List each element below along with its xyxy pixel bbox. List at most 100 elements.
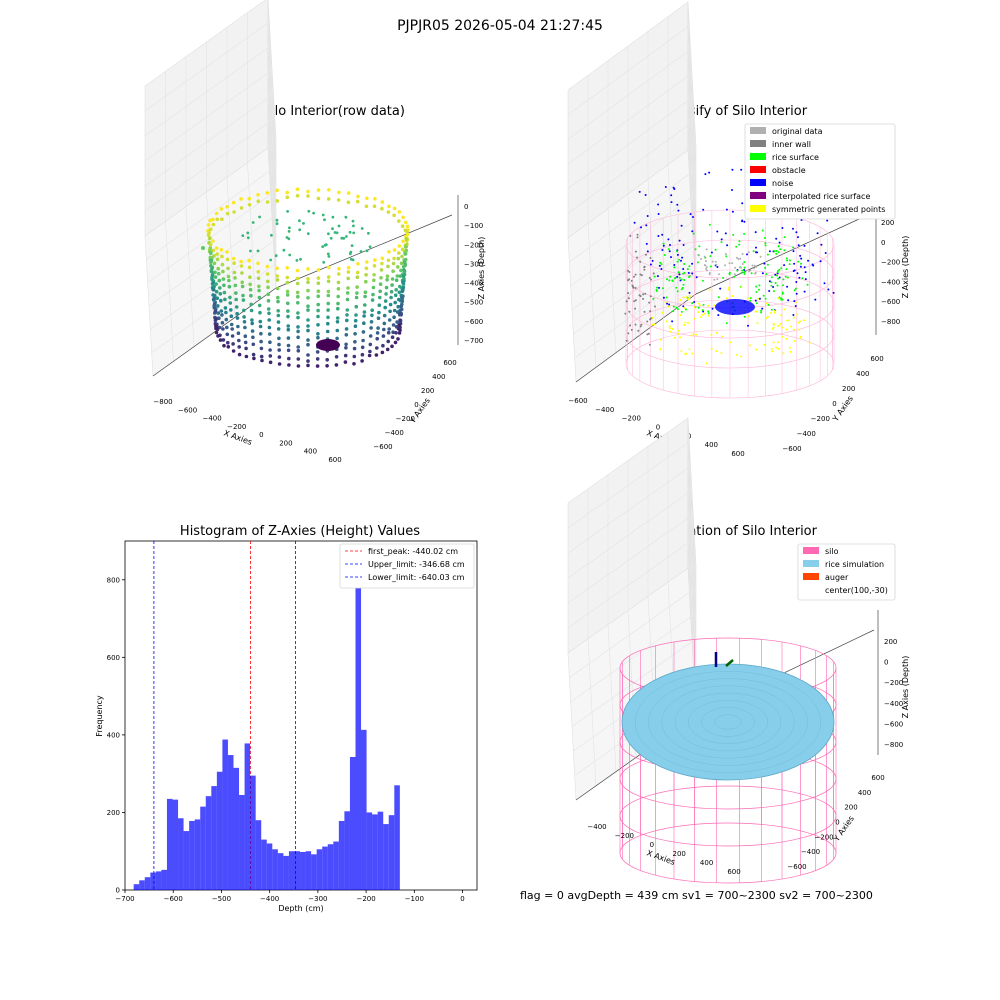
plot2-data-point: [691, 302, 694, 305]
plot2-axes-box: [567, 1, 877, 383]
hist-legend-box: [339, 543, 475, 589]
plot1-data-point: [316, 314, 320, 319]
plot2-data-point: [631, 284, 634, 287]
figure-title: PJPJR05 2026-05-04 21:27:45: [397, 18, 603, 34]
plot1-data-point: [268, 348, 272, 352]
plot1-data-point: [217, 316, 221, 321]
plot1-data-point: [336, 280, 341, 285]
plot2-x-tick-label: −400: [595, 406, 614, 414]
plot2-data-point: [703, 255, 706, 258]
plot2-data-point: [743, 266, 746, 269]
plot4-center-marker: [725, 659, 734, 667]
plot1-data-point: [306, 318, 310, 322]
plot1-data-point: [397, 323, 402, 328]
plot4-z-tick-label: −800: [884, 741, 903, 749]
plot2-data-point: [680, 224, 683, 227]
hist-bar: [166, 798, 173, 890]
hist-x-tick-label: −400: [260, 895, 279, 903]
plot1-data-point: [390, 344, 394, 349]
plot1-data-point: [267, 332, 272, 336]
plot2-data-point: [823, 282, 826, 285]
plot1-data-point: [302, 222, 305, 225]
plot1-data-point: [220, 313, 224, 317]
plot1-data-point: [224, 310, 228, 315]
plot1-data-point: [287, 363, 291, 367]
plot2-data-point: [792, 246, 795, 249]
plot1-data-point: [372, 264, 377, 268]
plot2-data-point: [701, 313, 704, 316]
plot2-data-point: [638, 190, 641, 193]
plot1-data-point: [285, 275, 290, 280]
hist-x-tick-label: −100: [405, 895, 424, 903]
plot1-data-point: [398, 328, 402, 333]
plot1-data-point: [257, 303, 262, 308]
plot2-data-point: [803, 266, 806, 269]
plot1-data-point: [296, 345, 301, 349]
plot2-data-point: [764, 266, 767, 269]
plot2-data-point: [678, 271, 681, 274]
hist-y-tick-label: 200: [107, 809, 120, 817]
plot1-data-point: [316, 281, 321, 286]
plot2-data-point: [679, 336, 681, 339]
plot1-data-point: [223, 297, 227, 302]
plot4-legend-label: rice simulation: [825, 560, 884, 569]
plot1-data-point: [368, 334, 373, 338]
plot1-data-point: [379, 268, 384, 272]
plot4-rice-mesh: [674, 692, 782, 752]
hist-bar: [250, 775, 256, 890]
plot2-data-point: [797, 260, 800, 263]
plot1-data-point: [285, 293, 290, 297]
plot1-z-tick-label: −500: [464, 299, 483, 307]
plot2-data-point: [653, 275, 656, 278]
hist-y-tick-label: 400: [107, 731, 120, 739]
plot2-data-point: [708, 271, 711, 274]
plot1-data-point: [214, 289, 219, 294]
hist-bar: [255, 820, 262, 890]
plot1-data-point: [327, 232, 330, 236]
plot2-data-point: [796, 313, 799, 316]
hist-bar: [144, 877, 151, 890]
plot2-data-point: [756, 322, 759, 325]
plot2-data-point: [648, 301, 651, 304]
plot1-data-point: [380, 200, 385, 204]
plot2-data-point: [682, 296, 685, 299]
plot1-z-tick-label: −700: [464, 337, 483, 345]
plot2-data-point: [714, 260, 717, 263]
plot2-data-point: [728, 273, 731, 276]
plot1-data-point: [368, 349, 372, 354]
plot1-data-point: [243, 334, 248, 339]
plot2-data-point: [720, 241, 723, 244]
plot2-data-point: [738, 243, 741, 246]
plot2-data-point: [799, 336, 802, 339]
plot2-data-point: [669, 327, 671, 330]
plot1-data-point: [211, 239, 215, 243]
plot1-data-point: [306, 342, 310, 347]
plot1-data-point: [378, 295, 382, 300]
plot2-data-point: [680, 350, 683, 352]
plot1-data-point: [226, 345, 231, 349]
plot1-data-point: [386, 258, 391, 263]
plot2-data-point: [794, 301, 797, 304]
plot1-data-point: [382, 321, 387, 326]
plot1-x-axis-label: X Axies: [222, 428, 253, 447]
plot1-data-point: [226, 340, 230, 345]
plot2-data-point: [642, 293, 645, 296]
plot4-legend-box: [797, 543, 896, 601]
plot1-data-point: [249, 249, 252, 253]
plot1-data-point: [232, 270, 237, 275]
hist-bar: [344, 811, 350, 890]
plot1-y-tick-label: −600: [373, 443, 392, 451]
plot1-data-point: [248, 282, 252, 287]
plot1-data-point: [316, 323, 320, 327]
plot1-data-point: [236, 331, 241, 336]
plot2-z-tick-label: 0: [881, 239, 885, 247]
plot1-data-point: [221, 269, 225, 274]
plot1-data-point: [207, 230, 211, 235]
plot1-data-point: [259, 331, 263, 336]
plot1-data-point: [360, 345, 365, 350]
plot2-data-point: [785, 337, 788, 340]
plot4-rice-mesh: [701, 707, 755, 737]
plot1-x-tick-label: −200: [227, 423, 246, 431]
plot2-data-point: [788, 319, 791, 322]
plot1-data-point: [258, 310, 262, 315]
